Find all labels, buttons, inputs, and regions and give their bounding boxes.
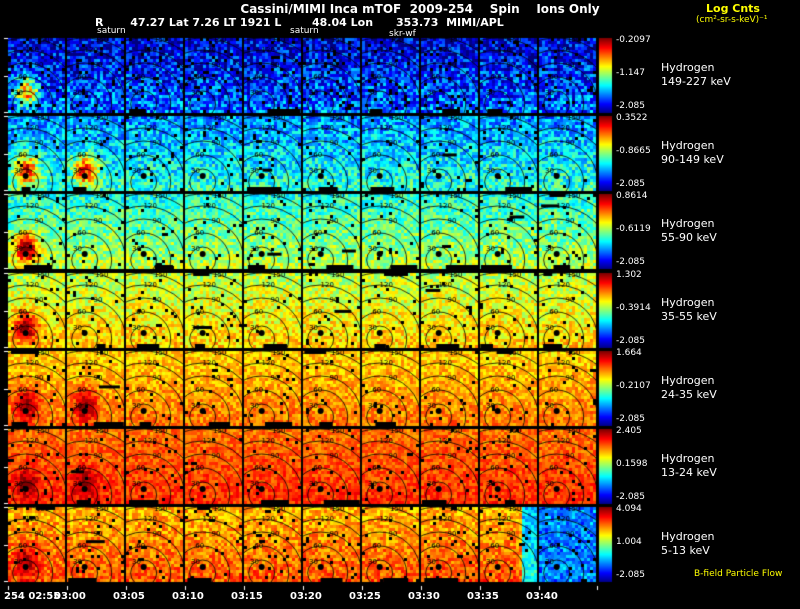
row-species-label: Hydrogen [661, 139, 715, 152]
annotation-saturn-2: saturn [290, 26, 319, 36]
colorbar-mid-label: -1.147 [616, 68, 646, 78]
colorbar-max-label: 1.302 [616, 270, 642, 280]
row-species-label: Hydrogen [661, 217, 715, 230]
colorbar-max-label: 2.405 [616, 426, 642, 436]
colorbar-mid-label: -0.8665 [616, 146, 651, 156]
colorbar-min-label: -2.085 [616, 570, 646, 580]
time-axis-label: 254 02:55 [4, 591, 61, 602]
ephemeris-line: R 47.27 Lat 7.26 LT 1921 L 48.04 Lon 353… [95, 16, 504, 29]
colorbar-min-label: -2.085 [616, 414, 646, 424]
time-axis-label: 03:20 [290, 591, 322, 602]
colorbar-mid-label: 1.004 [616, 537, 642, 547]
time-axis-label: 03:30 [408, 591, 440, 602]
colorbar-mid-label: -0.3914 [616, 303, 651, 313]
colorbar-max-label: 0.8614 [616, 191, 648, 201]
row-energy-label: 24-35 keV [661, 388, 717, 401]
row-species-label: Hydrogen [661, 374, 715, 387]
annotation-saturn-1: saturn [97, 26, 126, 36]
row-energy-label: 90-149 keV [661, 153, 724, 166]
row-energy-label: 55-90 keV [661, 231, 717, 244]
time-axis-label: 03:15 [231, 591, 263, 602]
row-energy-label: 5-13 keV [661, 544, 710, 557]
time-axis-label: 03:40 [526, 591, 558, 602]
page-title: Cassini/MIMI Inca mTOF 2009-254 Spin Ion… [240, 2, 600, 16]
colorbar-min-label: -2.085 [616, 492, 646, 502]
colorbar-mid-label: -0.6119 [616, 224, 651, 234]
colorbar-units-label: (cm²-sr-s-keV)⁻¹ [696, 15, 768, 25]
time-axis-label: 03:35 [467, 591, 499, 602]
colorbar-mid-label: 0.1598 [616, 459, 648, 469]
annotation-skr-wf: skr-wf [389, 29, 416, 39]
colorbar-mid-label: -0.2107 [616, 381, 651, 391]
row-species-label: Hydrogen [661, 530, 715, 543]
colorbar-max-label: 0.3522 [616, 113, 648, 123]
colorbar-max-label: 4.094 [616, 504, 642, 514]
bfield-flow-label: B-field Particle Flow [694, 569, 783, 579]
row-species-label: Hydrogen [661, 61, 715, 74]
colorbar-min-label: -2.085 [616, 179, 646, 189]
colorbar-min-label: -2.085 [616, 336, 646, 346]
row-energy-label: 13-24 keV [661, 466, 717, 479]
row-species-label: Hydrogen [661, 296, 715, 309]
colorbar-max-label: -0.2097 [616, 35, 651, 45]
row-species-label: Hydrogen [661, 452, 715, 465]
colorbar-title: Log Cnts [706, 2, 760, 15]
time-axis-label: 03:00 [54, 591, 86, 602]
colorbar-min-label: -2.085 [616, 101, 646, 111]
time-axis-label: 03:25 [349, 591, 381, 602]
time-axis-label: 03:10 [172, 591, 204, 602]
colorbar-max-label: 1.664 [616, 348, 642, 358]
row-energy-label: 35-55 keV [661, 310, 717, 323]
colorbar-min-label: -2.085 [616, 257, 646, 267]
time-axis-label: 03:05 [113, 591, 145, 602]
row-energy-label: 149-227 keV [661, 75, 731, 88]
